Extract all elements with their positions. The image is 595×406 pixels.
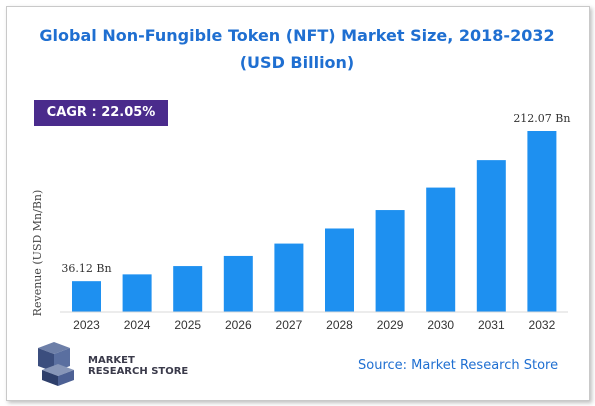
source-note: Source: Market Research Store xyxy=(358,358,559,373)
bar-2031 xyxy=(476,160,506,312)
logo-text-line2: RESEARCH STORE xyxy=(88,366,189,377)
chart-title-line1: Global Non-Fungible Token (NFT) Market S… xyxy=(39,26,555,45)
logo-mark-icon xyxy=(38,342,74,386)
data-labels: 36.12 Bn 212.07 Bn xyxy=(61,112,570,275)
data-label-2023: 36.12 Bn xyxy=(61,262,111,275)
bars-group xyxy=(72,131,557,312)
x-tick-label-2023: 2023 xyxy=(73,318,100,332)
bar-2024 xyxy=(122,274,152,312)
x-tick-label-2032: 2032 xyxy=(529,318,556,332)
x-tick-label-2030: 2030 xyxy=(427,318,454,332)
bar-2028 xyxy=(325,228,354,312)
chart-title-line2: (USD Billion) xyxy=(239,53,355,72)
data-label-2032: 212.07 Bn xyxy=(513,112,570,125)
market-research-store-logo xyxy=(38,342,74,386)
x-tick-label-2026: 2026 xyxy=(225,318,252,332)
bar-2032 xyxy=(527,131,557,312)
x-tick-labels: 2023 2024 2025 2026 2027 2028 2029 2030 2031 2032 xyxy=(73,318,555,332)
cagr-badge: CAGR : 22.05% xyxy=(34,100,168,126)
x-tick-label-2025: 2025 xyxy=(174,318,201,332)
logo-text: MARKET RESEARCH STORE xyxy=(88,355,188,377)
bar-2027 xyxy=(274,243,304,312)
x-tick-label-2024: 2024 xyxy=(124,318,151,332)
y-axis-label: Revenue (USD Mn/Bn) xyxy=(31,190,44,317)
bar-2030 xyxy=(426,187,456,312)
chart-title: Global Non-Fungible Token (NFT) Market S… xyxy=(6,22,588,76)
bar-2029 xyxy=(375,210,405,312)
bar-2025 xyxy=(173,266,203,312)
logo-text-line1: MARKET xyxy=(88,355,135,366)
x-tick-label-2031: 2031 xyxy=(478,318,505,332)
bar-2026 xyxy=(223,255,253,312)
x-tick-label-2029: 2029 xyxy=(377,318,404,332)
x-tick-label-2027: 2027 xyxy=(276,318,303,332)
bar-2023 xyxy=(72,281,101,312)
x-tick-label-2028: 2028 xyxy=(326,318,353,332)
